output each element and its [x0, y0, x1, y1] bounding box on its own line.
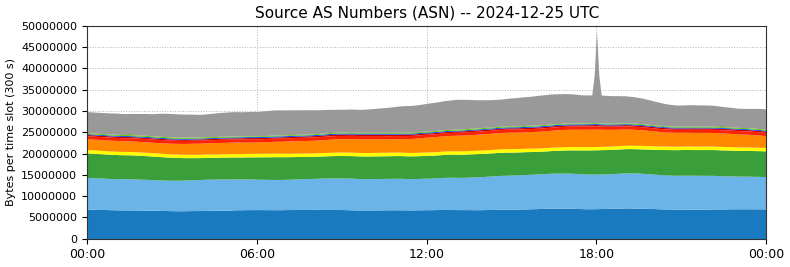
Title: Source AS Numbers (ASN) -- 2024-12-25 UTC: Source AS Numbers (ASN) -- 2024-12-25 UT…	[254, 6, 599, 21]
Y-axis label: Bytes per time slot (300 s): Bytes per time slot (300 s)	[6, 58, 16, 206]
